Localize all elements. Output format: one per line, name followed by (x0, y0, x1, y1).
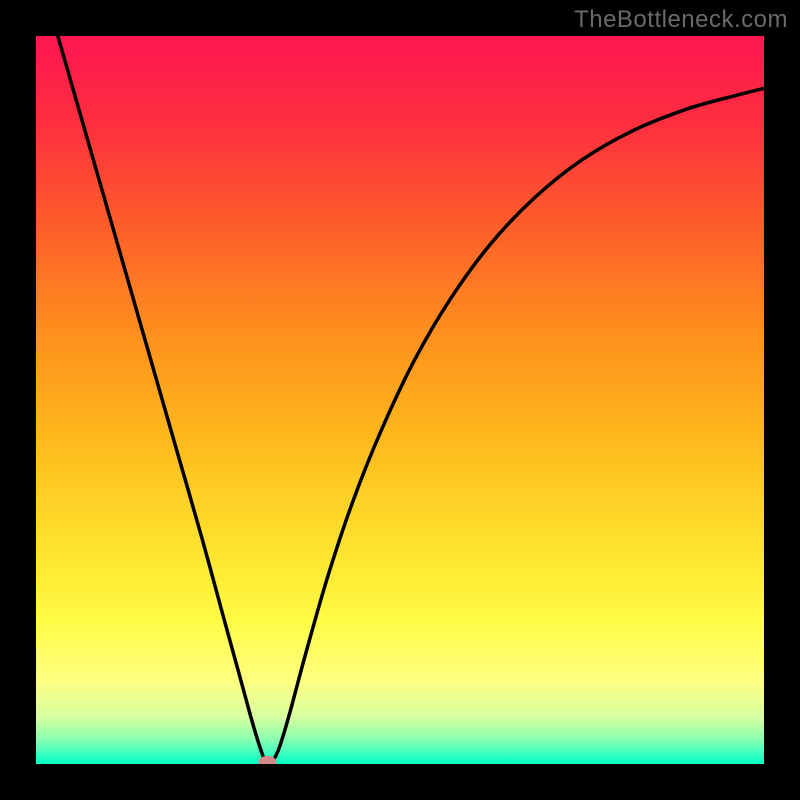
chart-frame: TheBottleneck.com (0, 0, 800, 800)
plot-area (36, 36, 764, 764)
bottleneck-chart-svg (36, 36, 764, 764)
watermark-text: TheBottleneck.com (574, 6, 788, 34)
gradient-background (36, 36, 764, 764)
